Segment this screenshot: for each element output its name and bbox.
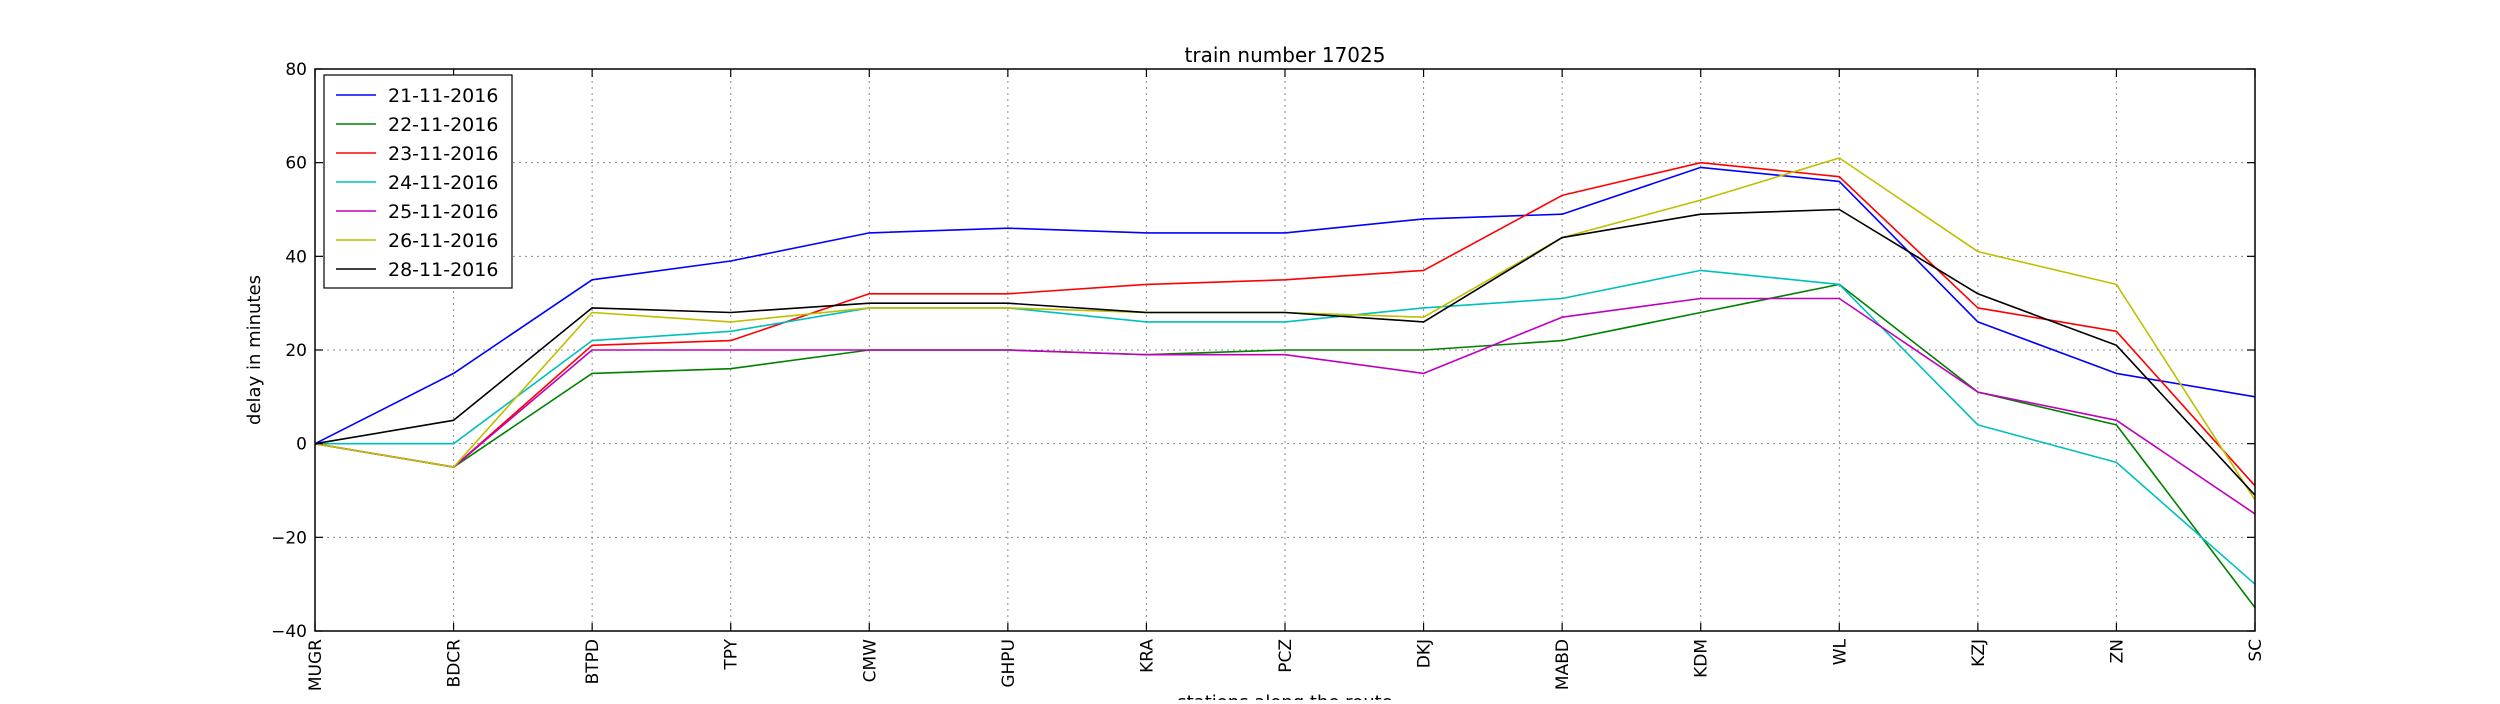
series-line bbox=[315, 269, 2256, 585]
x-tick-label: WL bbox=[1830, 638, 1850, 665]
x-axis-ticks: MUGR BDCR BTPD TPY CMW GHPU KRA PCZ DKJ MABD KDM WL… bbox=[306, 69, 2266, 691]
legend-label: 26-11-2016 bbox=[388, 230, 498, 252]
x-tick-label: GHPU bbox=[999, 639, 1019, 688]
grid-lines bbox=[314, 68, 2256, 632]
series-line bbox=[314, 208, 2256, 496]
x-axis-label: stations along the route bbox=[1177, 692, 1392, 700]
y-axis-ticks: −40 −20 0 20 40 60 80 bbox=[271, 60, 2255, 642]
x-tick-label: SC bbox=[2246, 639, 2266, 662]
x-tick-label: PCZ bbox=[1276, 639, 1296, 673]
x-tick-label: TPY bbox=[722, 638, 742, 670]
x-tick-label: BDCR bbox=[445, 639, 465, 688]
legend-label: 25-11-2016 bbox=[388, 201, 498, 223]
series-line bbox=[314, 166, 2256, 445]
series-line bbox=[314, 297, 2256, 515]
series-lines bbox=[314, 157, 2256, 609]
series-line bbox=[314, 161, 2256, 487]
y-tick-label: 0 bbox=[296, 435, 307, 455]
legend-label: 23-11-2016 bbox=[388, 143, 498, 165]
x-tick-label: MABD bbox=[1553, 639, 1573, 690]
legend-label: 21-11-2016 bbox=[388, 85, 498, 107]
x-tick-label: MUGR bbox=[306, 639, 326, 691]
chart-title: train number 17025 bbox=[1185, 43, 1386, 67]
x-tick-label: BTPD bbox=[583, 639, 603, 684]
x-tick-label: KZJ bbox=[1969, 639, 1989, 667]
x-tick-label: DKJ bbox=[1415, 639, 1435, 668]
y-tick-label: 60 bbox=[285, 154, 307, 174]
x-tick-label: KRA bbox=[1137, 639, 1157, 673]
y-tick-label: 20 bbox=[285, 341, 307, 361]
y-axis-label: delay in minutes bbox=[244, 275, 265, 425]
legend: 21-11-2016 22-11-2016 23-11-2016 24-11-2016… bbox=[323, 74, 513, 289]
legend-label: 22-11-2016 bbox=[388, 114, 498, 136]
legend-label: 28-11-2016 bbox=[388, 259, 498, 281]
x-tick-label: ZN bbox=[2107, 639, 2127, 663]
y-tick-label: 80 bbox=[285, 60, 307, 80]
legend-label: 24-11-2016 bbox=[388, 172, 498, 194]
series-line bbox=[314, 283, 2256, 609]
y-tick-label: −40 bbox=[271, 622, 307, 642]
y-tick-label: 40 bbox=[285, 247, 307, 267]
x-tick-label: CMW bbox=[860, 639, 880, 683]
y-tick-label: −20 bbox=[271, 528, 307, 548]
x-tick-label: KDM bbox=[1692, 639, 1712, 678]
